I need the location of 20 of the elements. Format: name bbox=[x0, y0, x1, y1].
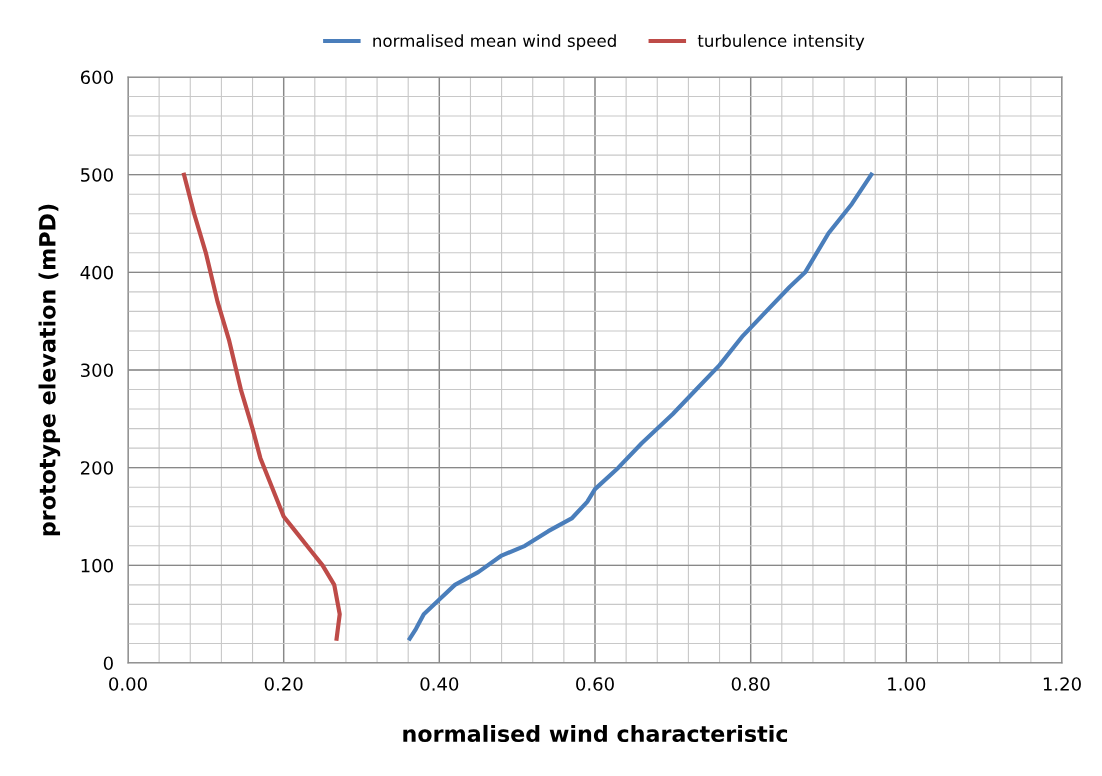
line-series bbox=[181, 172, 342, 641]
y-tick-label: 0 bbox=[103, 656, 113, 671]
x-tick-label: 0.60 bbox=[576, 677, 614, 691]
x-tick-label: 0.80 bbox=[731, 677, 770, 691]
x-tick-label: 0.40 bbox=[420, 677, 459, 691]
x-tick-label: 1.00 bbox=[888, 677, 926, 691]
y-tick-label: 100 bbox=[81, 558, 113, 573]
y-tick-label: 400 bbox=[80, 265, 113, 280]
y-tick-label: 500 bbox=[81, 168, 113, 182]
y-tick-label: 200 bbox=[80, 461, 113, 475]
x-tick-label: 0.00 bbox=[109, 677, 147, 691]
y-axis-title: prototype elevation (mPD) bbox=[38, 204, 61, 536]
y-tick-label: 600 bbox=[80, 70, 113, 85]
x-tick-label: 1.20 bbox=[1043, 677, 1081, 691]
x-axis-title: normalised wind characteristic bbox=[403, 724, 788, 743]
line-series bbox=[407, 172, 874, 641]
legend-label: turbulence intensity bbox=[697, 34, 865, 51]
x-tick-label: 0.20 bbox=[264, 677, 303, 691]
y-tick-label: 300 bbox=[81, 363, 113, 378]
legend-label: normalised mean wind speed bbox=[373, 34, 616, 51]
